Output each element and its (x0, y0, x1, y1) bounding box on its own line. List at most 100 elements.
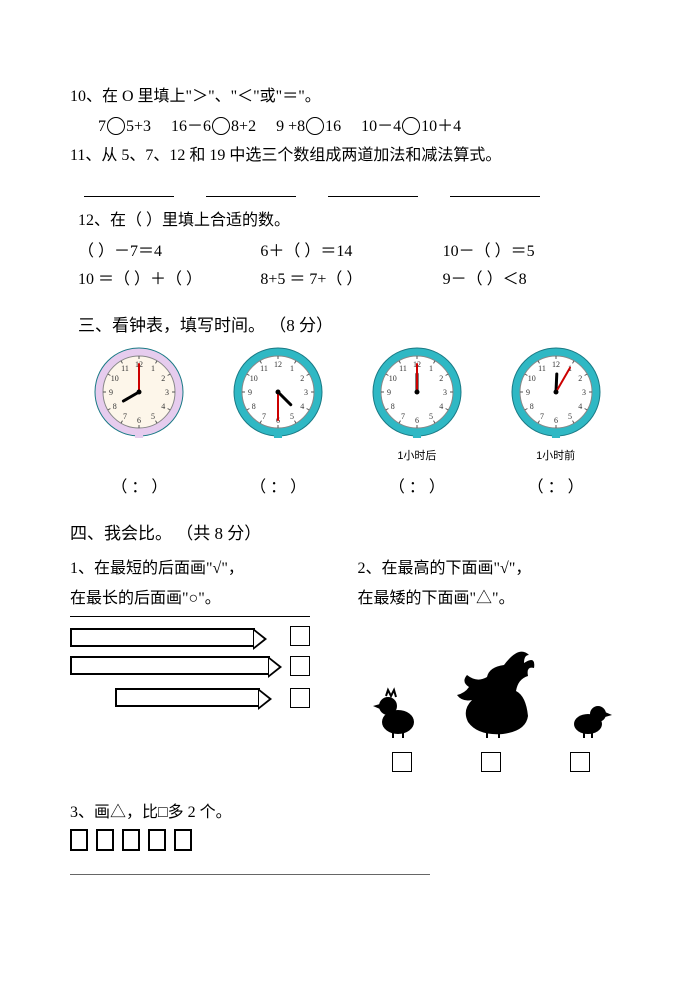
q10-c1: 9 +8 (276, 118, 305, 135)
svg-text:9: 9 (387, 388, 391, 397)
q12-eq: 6＋（ ）＝14 (260, 237, 442, 261)
svg-text:3: 3 (165, 388, 169, 397)
svg-text:11: 11 (122, 364, 130, 373)
q1-line1: 1、在最短的后面画"√"， (70, 556, 348, 582)
svg-text:6: 6 (554, 416, 558, 425)
sec3-title: 三、看钟表，填写时间。 （8 分） (78, 311, 625, 336)
clock-caption: 1小时后 (357, 447, 477, 463)
q10-b2: 8+2 (231, 118, 256, 135)
svg-text:8: 8 (252, 402, 256, 411)
svg-text:11: 11 (399, 364, 407, 373)
q12-row2: 10 ＝（ ）＋（ ） 8+5 ＝ 7+（ ） 9－（ ）＜8 (78, 265, 625, 289)
svg-text:6: 6 (415, 416, 419, 425)
svg-text:3: 3 (304, 388, 308, 397)
checkbox[interactable] (290, 688, 310, 708)
svg-text:2: 2 (162, 374, 166, 383)
checkbox[interactable] (392, 752, 412, 772)
line-top (70, 616, 310, 617)
clock-answer[interactable]: （ ： ） (357, 473, 477, 497)
svg-text:4: 4 (300, 402, 304, 411)
clock-1: 123456789101112 (79, 344, 199, 463)
q12-eq: 10－（ ）＝5 (443, 237, 625, 261)
svg-text:8: 8 (113, 402, 117, 411)
clock-answer[interactable]: （ ： ） (496, 473, 616, 497)
answer-blank[interactable] (328, 183, 418, 197)
q3-title: 3、画△，比□多 2 个。 (70, 800, 625, 826)
circle-icon[interactable] (212, 117, 230, 135)
clocks-row: 123456789101112 123456789101112 12345678… (70, 344, 625, 463)
q10-d1: 10－4 (361, 118, 401, 135)
answer-blank[interactable] (450, 183, 540, 197)
svg-text:11: 11 (538, 364, 546, 373)
svg-text:3: 3 (443, 388, 447, 397)
answer-line[interactable] (70, 861, 430, 875)
clock-2: 123456789101112 (218, 344, 338, 463)
q11-title: 11、从 5、7、12 和 19 中选三个数组成两道加法和减法算式。 (70, 143, 625, 169)
svg-text:11: 11 (260, 364, 268, 373)
checkbox[interactable] (290, 656, 310, 676)
q2-line2: 在最矮的下面画"△"。 (358, 586, 626, 612)
clock-answer[interactable]: （ ： ） (218, 473, 338, 497)
q10-a1: 7 (98, 118, 106, 135)
svg-text:1: 1 (429, 364, 433, 373)
svg-text:1: 1 (290, 364, 294, 373)
q12-eq: 9－（ ）＜8 (443, 265, 625, 289)
q12-eq: （ ）－7＝4 (78, 237, 260, 261)
q12-title: 12、在（ ）里填上合适的数。 (78, 208, 625, 234)
q10-a2: 5+3 (126, 118, 151, 135)
svg-text:2: 2 (300, 374, 304, 383)
svg-text:3: 3 (582, 388, 586, 397)
svg-text:5: 5 (151, 413, 155, 422)
svg-text:5: 5 (568, 413, 572, 422)
q12-row1: （ ）－7＝4 6＋（ ）＝14 10－（ ）＝5 (78, 237, 625, 261)
svg-text:2: 2 (439, 374, 443, 383)
clock-4: 1234567891011121小时前 (496, 344, 616, 463)
answer-blank[interactable] (84, 183, 174, 197)
q1-line2-wrap: 在最长的后面画"○"。 (70, 586, 348, 612)
svg-text:7: 7 (401, 413, 405, 422)
svg-text:9: 9 (109, 388, 113, 397)
circle-icon[interactable] (306, 117, 324, 135)
chick-icon (560, 690, 615, 740)
animal-boxes (358, 752, 626, 772)
svg-text:6: 6 (137, 416, 141, 425)
checkbox[interactable] (290, 626, 310, 646)
square-icon (96, 829, 114, 851)
svg-text:5: 5 (290, 413, 294, 422)
clock-answer[interactable]: （ ： ） (79, 473, 199, 497)
circle-icon[interactable] (402, 117, 420, 135)
svg-text:12: 12 (274, 360, 282, 369)
clock-caption: 1小时前 (496, 447, 616, 463)
svg-text:7: 7 (262, 413, 266, 422)
q11-blanks (70, 183, 625, 202)
q10-expressions: 75+3 16－68+2 9 +816 10－410＋4 (70, 114, 625, 140)
square-icon (70, 829, 88, 851)
svg-text:10: 10 (111, 374, 119, 383)
sec4-q2: 2、在最高的下面画"√"， 在最矮的下面画"△"。 (348, 552, 626, 771)
circle-icon[interactable] (107, 117, 125, 135)
answer-blank[interactable] (206, 183, 296, 197)
svg-text:9: 9 (526, 388, 530, 397)
q12-eq: 8+5 ＝ 7+（ ） (260, 265, 442, 289)
sec4-q1: 1、在最短的后面画"√"， 在最长的后面画"○"。 (70, 552, 348, 771)
svg-text:2: 2 (578, 374, 582, 383)
q12-eq: 10 ＝（ ）＋（ ） (78, 265, 260, 289)
svg-text:7: 7 (123, 413, 127, 422)
checkbox[interactable] (481, 752, 501, 772)
square-icon (122, 829, 140, 851)
animals-figure (358, 630, 626, 740)
pencil-3 (115, 688, 260, 707)
q10-title: 10、在 O 里填上"＞"、"＜"或"＝"。 (70, 84, 625, 110)
pencils-figure (70, 616, 310, 746)
svg-text:12: 12 (552, 360, 560, 369)
svg-text:9: 9 (248, 388, 252, 397)
svg-text:10: 10 (527, 374, 535, 383)
svg-text:4: 4 (162, 402, 166, 411)
q3-squares (70, 829, 625, 851)
chicken-icon (368, 680, 428, 740)
checkbox[interactable] (570, 752, 590, 772)
svg-text:4: 4 (439, 402, 443, 411)
clock-3: 1234567891011121小时后 (357, 344, 477, 463)
sec4-title: 四、我会比。 （共 8 分） (70, 519, 625, 544)
pencil-2 (70, 656, 270, 675)
